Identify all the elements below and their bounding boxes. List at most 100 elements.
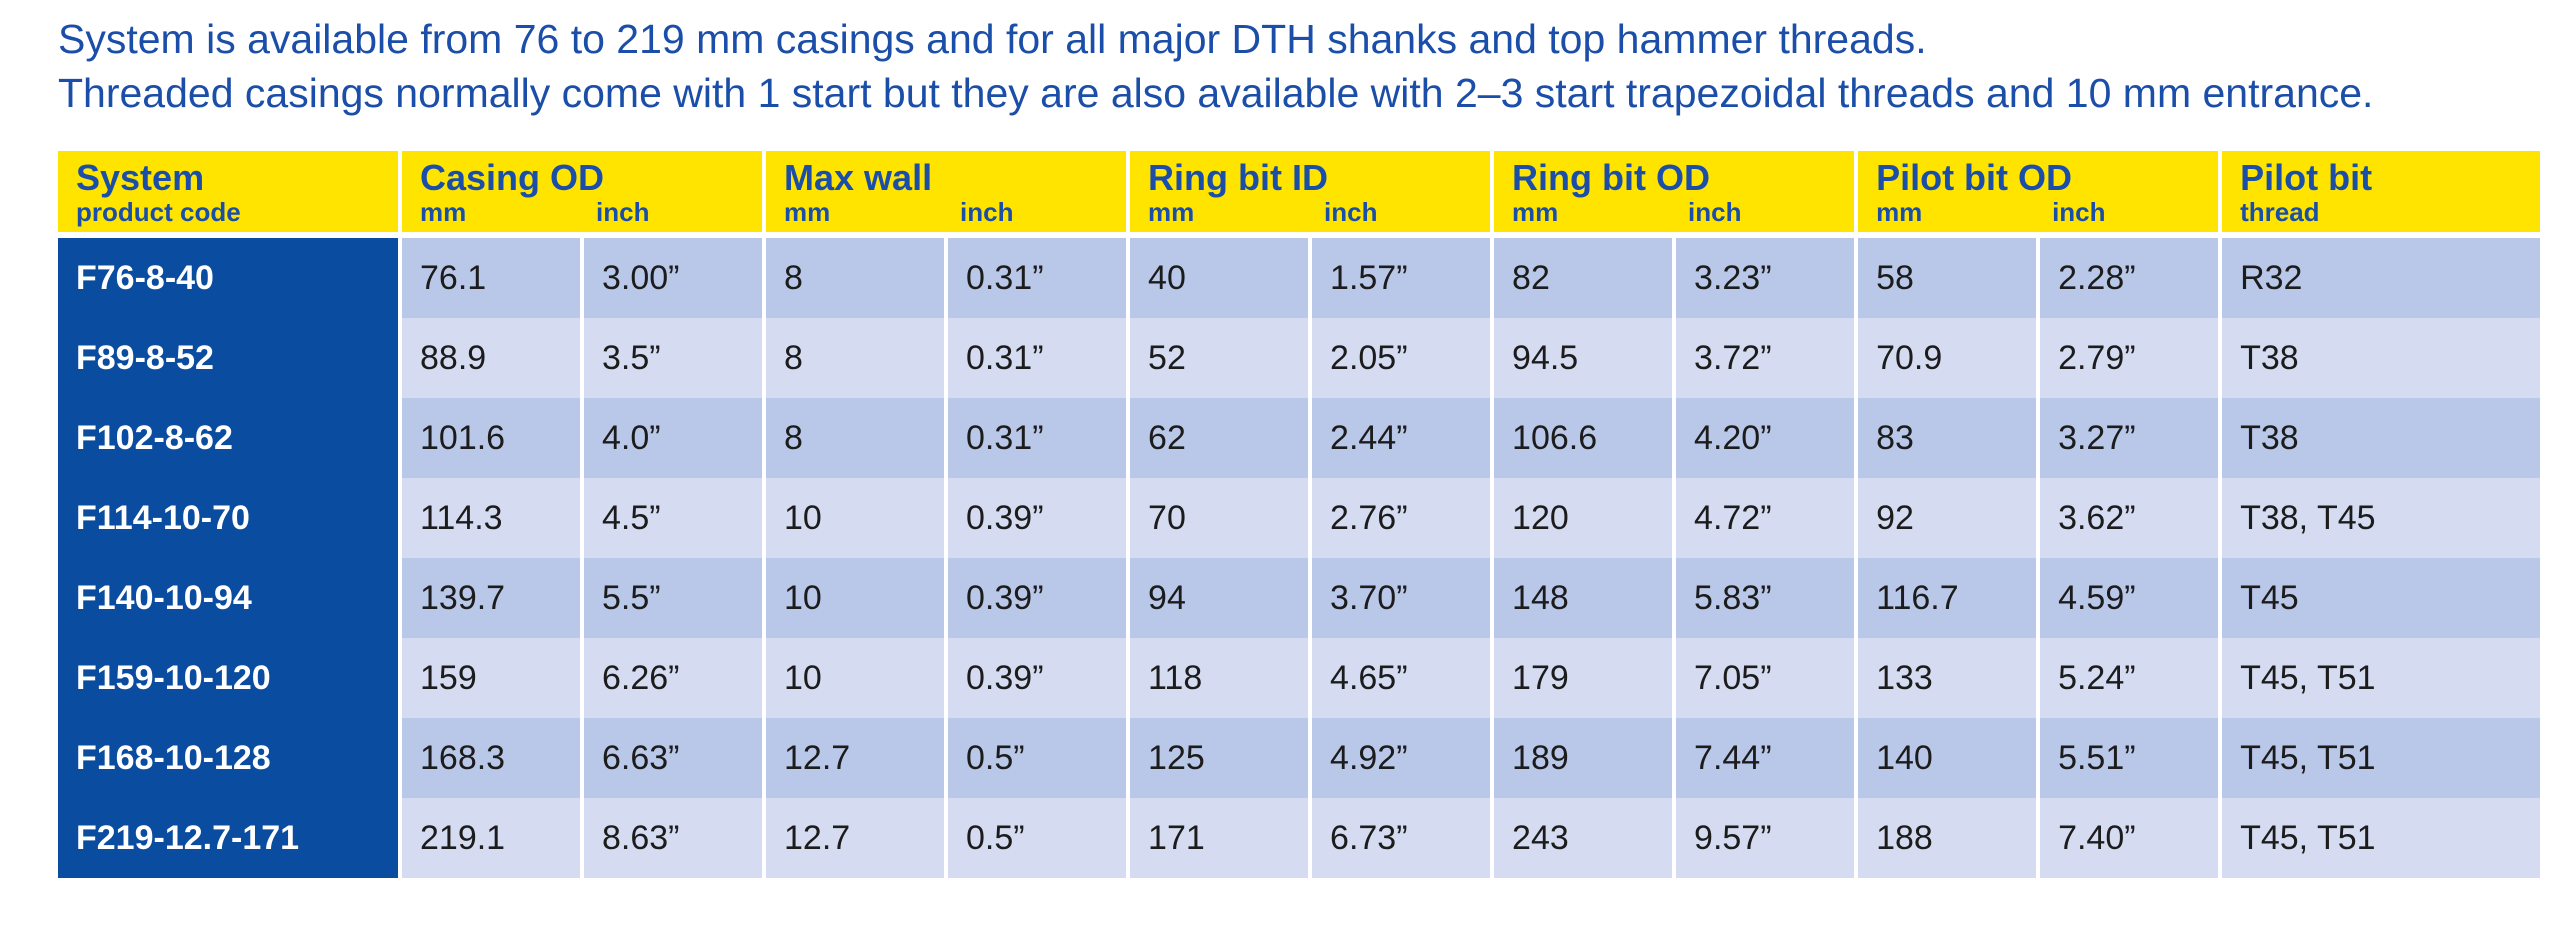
cell-ring-bit-od-mm: 243 <box>1494 798 1673 878</box>
cell-casing-od-inch: 8.63” <box>584 798 763 878</box>
cell-casing-od-inch: 4.0” <box>584 398 763 478</box>
cell-max-wall-inch: 0.39” <box>948 638 1127 718</box>
cell-pilot-bit-od-mm: 83 <box>1858 398 2037 478</box>
cell-pilot-bit-thread: R32 <box>2222 238 2541 318</box>
cell-ring-bit-id-inch: 6.73” <box>1312 798 1491 878</box>
table-row: F140-10-94 139.7 5.5” 10 0.39” 94 3.70” 148 5.83… <box>58 558 2541 638</box>
header-system: System product code <box>58 151 398 238</box>
cell-product-code: F159-10-120 <box>58 638 398 718</box>
cell-pilot-bit-od-inch: 7.40” <box>2040 798 2219 878</box>
cell-ring-bit-od-mm: 82 <box>1494 238 1673 318</box>
header-system-title: System <box>76 157 205 198</box>
cell-pilot-bit-thread: T38, T45 <box>2222 478 2541 558</box>
cell-pilot-bit-od-inch: 5.51” <box>2040 718 2219 798</box>
cell-pilot-bit-od-inch: 4.59” <box>2040 558 2219 638</box>
cell-casing-od-inch: 6.63” <box>584 718 763 798</box>
header-max-wall-unit-inch: inch <box>960 197 1014 227</box>
cell-ring-bit-od-mm: 179 <box>1494 638 1673 718</box>
intro-line-1: System is available from 76 to 219 mm ca… <box>58 16 1927 62</box>
cell-product-code: F168-10-128 <box>58 718 398 798</box>
cell-casing-od-inch: 4.5” <box>584 478 763 558</box>
cell-pilot-bit-thread: T45, T51 <box>2222 638 2541 718</box>
cell-ring-bit-id-inch: 3.70” <box>1312 558 1491 638</box>
cell-pilot-bit-od-mm: 58 <box>1858 238 2037 318</box>
cell-pilot-bit-od-mm: 116.7 <box>1858 558 2037 638</box>
cell-max-wall-mm: 10 <box>766 638 945 718</box>
cell-ring-bit-id-mm: 52 <box>1130 318 1309 398</box>
cell-pilot-bit-od-inch: 3.27” <box>2040 398 2219 478</box>
intro-line-2: Threaded casings normally come with 1 st… <box>58 70 2374 116</box>
cell-max-wall-inch: 0.39” <box>948 558 1127 638</box>
cell-ring-bit-id-mm: 40 <box>1130 238 1309 318</box>
cell-casing-od-mm: 168.3 <box>402 718 580 798</box>
cell-pilot-bit-od-inch: 2.28” <box>2040 238 2219 318</box>
cell-ring-bit-id-inch: 2.44” <box>1312 398 1491 478</box>
cell-ring-bit-od-inch: 7.05” <box>1676 638 1855 718</box>
cell-ring-bit-id-inch: 2.05” <box>1312 318 1491 398</box>
cell-pilot-bit-od-mm: 140 <box>1858 718 2037 798</box>
header-ring-bit-id-unit-inch: inch <box>1324 197 1378 227</box>
cell-casing-od-mm: 88.9 <box>402 318 580 398</box>
header-pilot-bit-title: Pilot bit <box>2240 157 2373 198</box>
header-casing-od-unit-mm: mm <box>420 197 467 227</box>
header-ring-bit-od-unit-mm: mm <box>1512 197 1559 227</box>
cell-ring-bit-id-inch: 2.76” <box>1312 478 1491 558</box>
header-ring-bit-id-title: Ring bit ID <box>1148 157 1328 198</box>
cell-pilot-bit-thread: T38 <box>2222 318 2541 398</box>
cell-ring-bit-id-mm: 118 <box>1130 638 1309 718</box>
cell-max-wall-inch: 0.31” <box>948 398 1127 478</box>
cell-pilot-bit-od-mm: 133 <box>1858 638 2037 718</box>
cell-ring-bit-od-mm: 94.5 <box>1494 318 1673 398</box>
header-casing-od-unit-inch: inch <box>596 197 650 227</box>
cell-pilot-bit-thread: T38 <box>2222 398 2541 478</box>
cell-ring-bit-id-mm: 70 <box>1130 478 1309 558</box>
cell-ring-bit-id-mm: 171 <box>1130 798 1309 878</box>
cell-pilot-bit-od-mm: 188 <box>1858 798 2037 878</box>
header-system-sub: product code <box>76 197 241 227</box>
cell-casing-od-inch: 3.5” <box>584 318 763 398</box>
cell-ring-bit-id-inch: 4.65” <box>1312 638 1491 718</box>
cell-ring-bit-id-inch: 4.92” <box>1312 718 1491 798</box>
cell-max-wall-mm: 8 <box>766 238 945 318</box>
cell-product-code: F140-10-94 <box>58 558 398 638</box>
header-pilot-bit-od-unit-inch: inch <box>2052 197 2106 227</box>
header-ring-bit-od: Ring bit OD mm inch <box>1494 151 1855 238</box>
cell-ring-bit-od-mm: 189 <box>1494 718 1673 798</box>
table-row: F114-10-70 114.3 4.5” 10 0.39” 70 2.76” 120 4.72… <box>58 478 2541 558</box>
header-casing-od-title: Casing OD <box>420 157 605 198</box>
intro-text: System is available from 76 to 219 mm ca… <box>58 12 2528 120</box>
header-pilot-bit-od: Pilot bit OD mm inch <box>1858 151 2219 238</box>
cell-ring-bit-od-mm: 106.6 <box>1494 398 1673 478</box>
cell-ring-bit-od-inch: 7.44” <box>1676 718 1855 798</box>
cell-product-code: F114-10-70 <box>58 478 398 558</box>
cell-casing-od-mm: 101.6 <box>402 398 580 478</box>
header-max-wall-title: Max wall <box>784 157 933 198</box>
table-row: F168-10-128 168.3 6.63” 12.7 0.5” 125 4.92” 189… <box>58 718 2541 798</box>
header-max-wall: Max wall mm inch <box>766 151 1127 238</box>
cell-casing-od-inch: 3.00” <box>584 238 763 318</box>
table-row: F102-8-62 101.6 4.0” 8 0.31” 62 2.44” 106.6 4.20… <box>58 398 2541 478</box>
header-pilot-bit-sub: thread <box>2240 197 2320 227</box>
cell-casing-od-inch: 6.26” <box>584 638 763 718</box>
header-pilot-bit-od-title: Pilot bit OD <box>1876 157 2073 198</box>
cell-max-wall-inch: 0.5” <box>948 718 1127 798</box>
cell-casing-od-mm: 114.3 <box>402 478 580 558</box>
cell-max-wall-mm: 12.7 <box>766 798 945 878</box>
cell-casing-od-mm: 159 <box>402 638 580 718</box>
header-pilot-bit-od-unit-mm: mm <box>1876 197 1923 227</box>
cell-max-wall-mm: 8 <box>766 398 945 478</box>
cell-product-code: F102-8-62 <box>58 398 398 478</box>
table-row: F76-8-40 76.1 3.00” 8 0.31” 40 1.57” 82 3.23” 58 2… <box>58 238 2541 318</box>
table-body: F76-8-40 76.1 3.00” 8 0.31” 40 1.57” 82 3.23” 58 2… <box>58 238 2541 878</box>
header-pilot-bit-thread: Pilot bit thread <box>2222 151 2541 238</box>
cell-ring-bit-od-inch: 3.72” <box>1676 318 1855 398</box>
cell-ring-bit-id-mm: 125 <box>1130 718 1309 798</box>
cell-product-code: F219-12.7-171 <box>58 798 398 878</box>
cell-product-code: F89-8-52 <box>58 318 398 398</box>
cell-max-wall-mm: 12.7 <box>766 718 945 798</box>
cell-pilot-bit-od-inch: 5.24” <box>2040 638 2219 718</box>
cell-pilot-bit-thread: T45 <box>2222 558 2541 638</box>
header-ring-bit-id: Ring bit ID mm inch <box>1130 151 1491 238</box>
cell-max-wall-inch: 0.39” <box>948 478 1127 558</box>
cell-ring-bit-id-mm: 62 <box>1130 398 1309 478</box>
